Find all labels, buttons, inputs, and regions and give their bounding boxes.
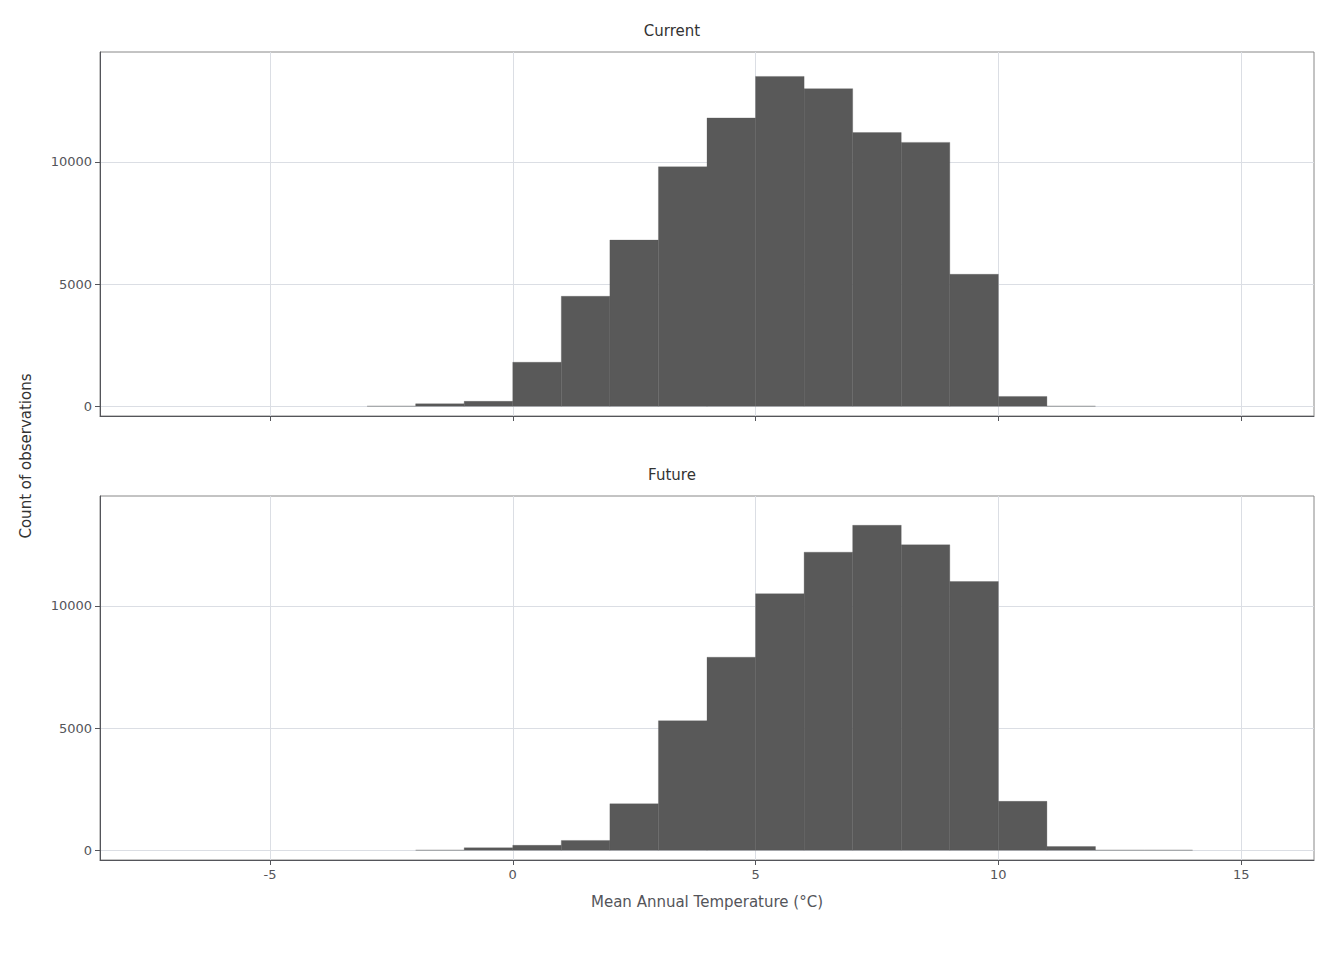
svg-text:0: 0 (509, 867, 517, 882)
svg-text:5: 5 (751, 867, 759, 882)
svg-text:Future: Future (648, 466, 696, 484)
svg-text:5000: 5000 (59, 277, 92, 292)
svg-text:0: 0 (84, 843, 92, 858)
svg-text:10000: 10000 (51, 154, 92, 169)
svg-text:Mean Annual Temperature (°C): Mean Annual Temperature (°C) (591, 893, 823, 911)
svg-text:15: 15 (1233, 867, 1250, 882)
svg-text:5000: 5000 (59, 721, 92, 736)
svg-text:10: 10 (990, 867, 1007, 882)
svg-text:Count of observations: Count of observations (17, 373, 35, 538)
svg-text:10000: 10000 (51, 598, 92, 613)
svg-text:0: 0 (84, 399, 92, 414)
svg-text:-5: -5 (263, 867, 276, 882)
svg-text:Current: Current (644, 22, 700, 40)
